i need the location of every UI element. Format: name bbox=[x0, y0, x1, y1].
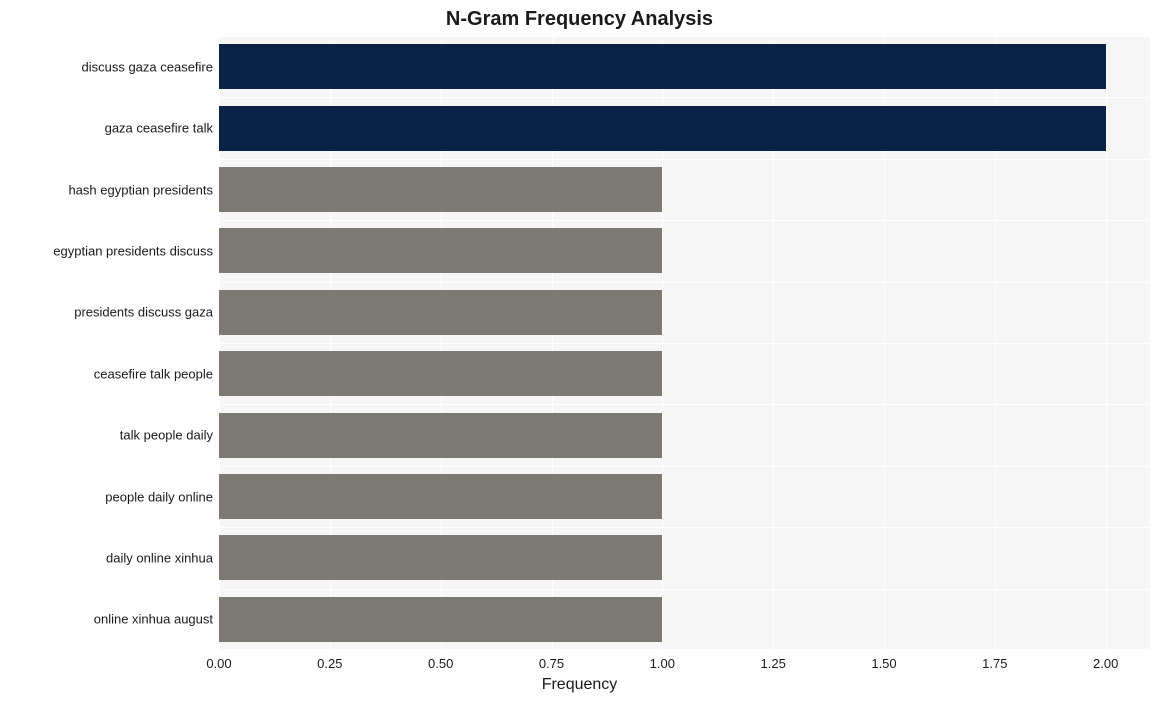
y-tick-label: hash egyptian presidents bbox=[68, 182, 213, 197]
ngram-frequency-chart: N-Gram Frequency Analysis Frequency 0.00… bbox=[0, 0, 1159, 701]
y-tick-label: people daily online bbox=[105, 489, 213, 504]
y-tick-label: daily online xinhua bbox=[106, 550, 213, 565]
y-tick-label: presidents discuss gaza bbox=[74, 305, 213, 320]
bar bbox=[219, 413, 662, 458]
y-tick-label: egyptian presidents discuss bbox=[53, 243, 213, 258]
chart-title: N-Gram Frequency Analysis bbox=[0, 8, 1159, 31]
chart-panel bbox=[219, 36, 1150, 650]
bar bbox=[219, 228, 662, 273]
x-tick-label: 0.50 bbox=[428, 656, 453, 671]
x-tick-label: 0.25 bbox=[317, 656, 342, 671]
x-tick-label: 1.00 bbox=[650, 656, 675, 671]
bar bbox=[219, 106, 1106, 151]
bar bbox=[219, 597, 662, 642]
x-tick-label: 1.75 bbox=[982, 656, 1007, 671]
bar bbox=[219, 474, 662, 519]
y-tick-label: gaza ceasefire talk bbox=[105, 121, 213, 136]
x-tick-label: 2.00 bbox=[1093, 656, 1118, 671]
y-tick-label: talk people daily bbox=[120, 428, 213, 443]
x-tick-label: 1.25 bbox=[761, 656, 786, 671]
bar bbox=[219, 351, 662, 396]
bar bbox=[219, 167, 662, 212]
x-tick-label: 0.75 bbox=[539, 656, 564, 671]
x-tick-label: 1.50 bbox=[871, 656, 896, 671]
y-tick-label: discuss gaza ceasefire bbox=[81, 59, 213, 74]
plot-area bbox=[219, 36, 1150, 650]
bar bbox=[219, 44, 1106, 89]
y-tick-label: online xinhua august bbox=[94, 612, 213, 627]
bar bbox=[219, 290, 662, 335]
y-tick-label: ceasefire talk people bbox=[94, 366, 213, 381]
x-tick-label: 0.00 bbox=[206, 656, 231, 671]
x-axis-title: Frequency bbox=[0, 676, 1159, 694]
bar bbox=[219, 535, 662, 580]
